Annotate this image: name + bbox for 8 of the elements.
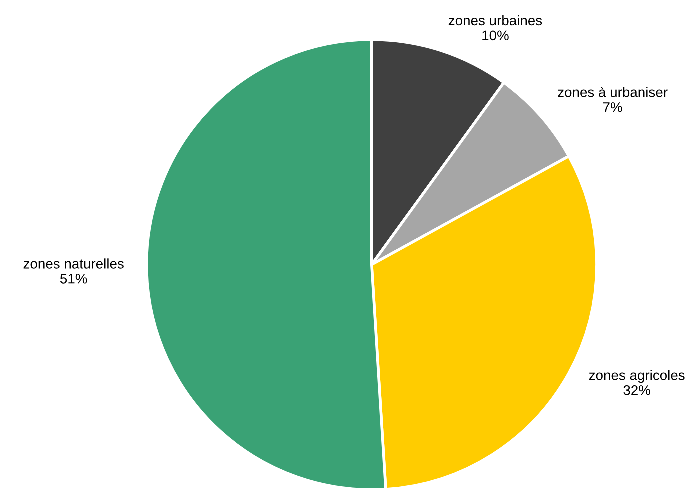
slice-label: zones à urbaniser xyxy=(558,86,668,98)
slice-label: zones urbaines xyxy=(448,15,542,26)
slice-label: zones naturelles xyxy=(24,258,124,269)
slice-label: zones agricoles xyxy=(589,370,685,384)
data-label: 32% xyxy=(624,385,650,396)
data-label: 51% xyxy=(60,274,88,284)
data-label: 7% xyxy=(603,102,622,112)
data-label: 10% xyxy=(482,30,509,41)
